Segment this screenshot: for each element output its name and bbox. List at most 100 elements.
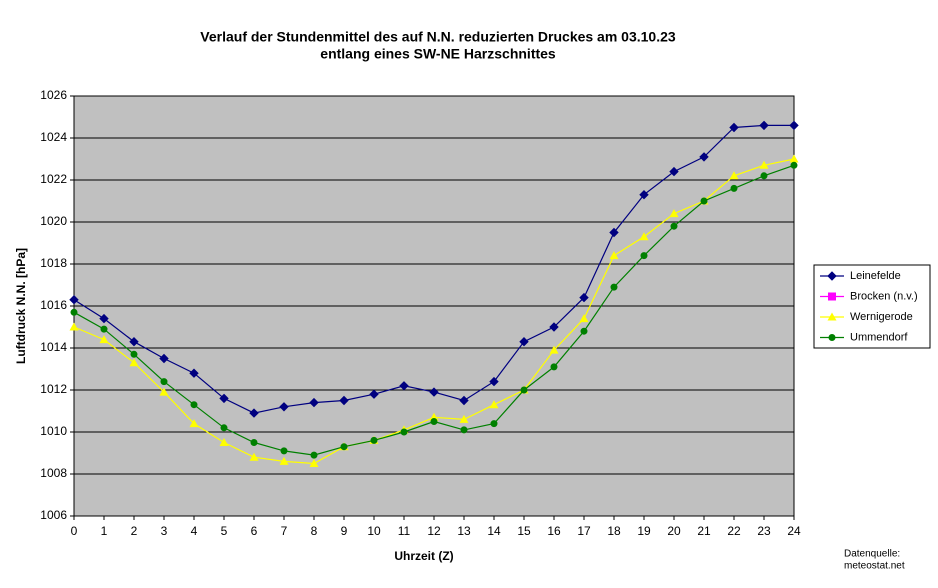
x-tick-label: 15: [517, 524, 531, 538]
y-tick-label: 1016: [40, 298, 67, 312]
x-tick-label: 4: [191, 524, 198, 538]
marker: [279, 456, 289, 465]
marker: [827, 312, 837, 321]
marker: [160, 378, 168, 386]
marker: [759, 120, 769, 131]
y-tick-label: 1014: [40, 340, 67, 354]
marker: [828, 292, 836, 301]
x-tick-label: 19: [637, 524, 651, 538]
marker: [310, 451, 318, 459]
y-tick-label: 1022: [40, 172, 67, 186]
marker: [399, 381, 409, 391]
x-tick-label: 2: [131, 524, 138, 538]
x-tick-label: 17: [577, 524, 591, 538]
x-tick-label: 13: [457, 524, 471, 538]
x-tick-label: 23: [757, 524, 771, 538]
legend-item: Wernigerode: [820, 311, 913, 323]
marker: [490, 420, 498, 428]
x-tick-label: 16: [547, 524, 561, 538]
marker: [669, 166, 679, 177]
marker: [190, 401, 198, 409]
marker: [340, 443, 348, 451]
marker: [827, 271, 837, 281]
legend-item: Leinefelde: [820, 270, 901, 282]
y-tick-label: 1026: [40, 88, 67, 102]
marker: [759, 160, 769, 169]
marker: [700, 197, 708, 205]
y-axis-label: Luftdruck N.N. [hPa]: [14, 248, 28, 364]
x-tick-label: 20: [667, 524, 681, 538]
legend-label: Ummendorf: [850, 331, 908, 343]
marker: [579, 292, 589, 303]
source-note: meteostat.net: [844, 561, 905, 572]
marker: [69, 322, 79, 331]
x-tick-label: 0: [71, 524, 78, 538]
marker: [459, 395, 469, 406]
marker: [520, 386, 528, 394]
marker: [370, 436, 378, 444]
marker: [549, 322, 559, 332]
marker: [339, 395, 349, 406]
x-tick-label: 5: [221, 524, 228, 538]
marker: [220, 424, 228, 432]
chart-title: Verlauf der Stundenmittel des auf N.N. r…: [200, 29, 676, 45]
marker: [609, 251, 619, 260]
marker: [309, 459, 319, 467]
marker: [670, 222, 678, 230]
x-tick-label: 24: [787, 524, 801, 538]
marker: [159, 387, 169, 396]
marker: [610, 283, 618, 291]
marker: [400, 428, 408, 436]
legend-label: Wernigerode: [850, 311, 913, 323]
marker: [609, 227, 619, 238]
marker: [580, 327, 588, 335]
marker: [550, 363, 558, 371]
marker: [70, 308, 78, 316]
marker: [219, 438, 229, 446]
marker: [129, 336, 139, 347]
x-tick-label: 8: [311, 524, 318, 538]
marker: [639, 189, 649, 200]
marker: [549, 345, 559, 354]
marker: [100, 325, 108, 333]
marker: [699, 152, 709, 162]
marker: [489, 400, 499, 409]
y-tick-label: 1010: [40, 424, 67, 438]
x-tick-label: 21: [697, 524, 711, 538]
marker: [159, 353, 169, 364]
x-tick-label: 9: [341, 524, 348, 538]
x-axis-label: Uhrzeit (Z): [394, 549, 453, 563]
marker: [459, 414, 469, 423]
y-tick-label: 1020: [40, 214, 67, 228]
x-tick-label: 7: [281, 524, 288, 538]
marker: [279, 402, 289, 412]
source-note: Datenquelle:: [844, 549, 900, 560]
marker: [309, 397, 319, 408]
marker: [249, 452, 259, 461]
y-tick-label: 1008: [40, 466, 67, 480]
y-tick-label: 1024: [40, 130, 67, 144]
x-tick-label: 1: [101, 524, 108, 538]
x-tick-label: 3: [161, 524, 168, 538]
marker: [729, 171, 739, 180]
marker: [430, 418, 438, 425]
marker: [130, 350, 138, 358]
marker: [828, 334, 836, 341]
y-tick-label: 1018: [40, 256, 67, 270]
marker: [639, 232, 649, 241]
plot-border: [73, 95, 795, 517]
x-tick-label: 10: [367, 524, 381, 538]
marker: [429, 412, 439, 421]
y-tick-label: 1012: [40, 382, 67, 396]
marker: [280, 447, 288, 455]
marker: [519, 336, 529, 347]
chart-title: entlang eines SW-NE Harzschnittes: [320, 46, 556, 62]
marker: [219, 393, 229, 404]
marker: [669, 209, 679, 218]
x-tick-label: 18: [607, 524, 621, 538]
y-tick-label: 1006: [40, 508, 67, 522]
marker: [69, 294, 79, 305]
marker: [99, 335, 109, 344]
x-tick-label: 11: [398, 524, 411, 538]
